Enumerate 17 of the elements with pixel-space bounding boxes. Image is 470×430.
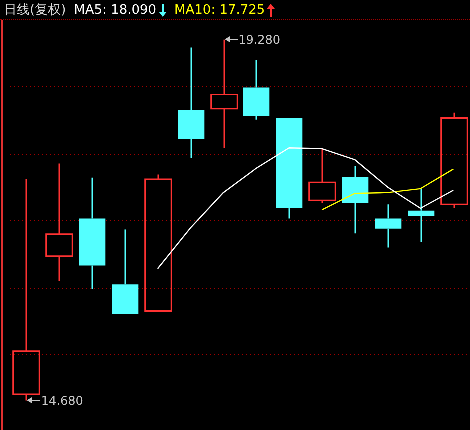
text: MA10: 17.725 — [174, 2, 266, 18]
chart-title: 日线(复权) — [4, 2, 66, 19]
candlestick — [440, 112, 468, 210]
candlestick — [210, 39, 238, 149]
candlestick — [375, 204, 402, 249]
candlestick — [178, 46, 205, 160]
candlestick — [243, 60, 270, 121]
text: MA5: 18.090 — [74, 2, 157, 18]
candlestick — [46, 163, 74, 282]
annotation: 14.680 — [41, 394, 84, 408]
annotation: 19.280 — [238, 32, 281, 47]
candlestick — [12, 178, 40, 402]
candlestick — [342, 165, 369, 234]
candlestick — [408, 188, 435, 244]
candlestick — [112, 228, 139, 314]
candlestick — [308, 148, 336, 204]
candlestick — [79, 177, 106, 290]
